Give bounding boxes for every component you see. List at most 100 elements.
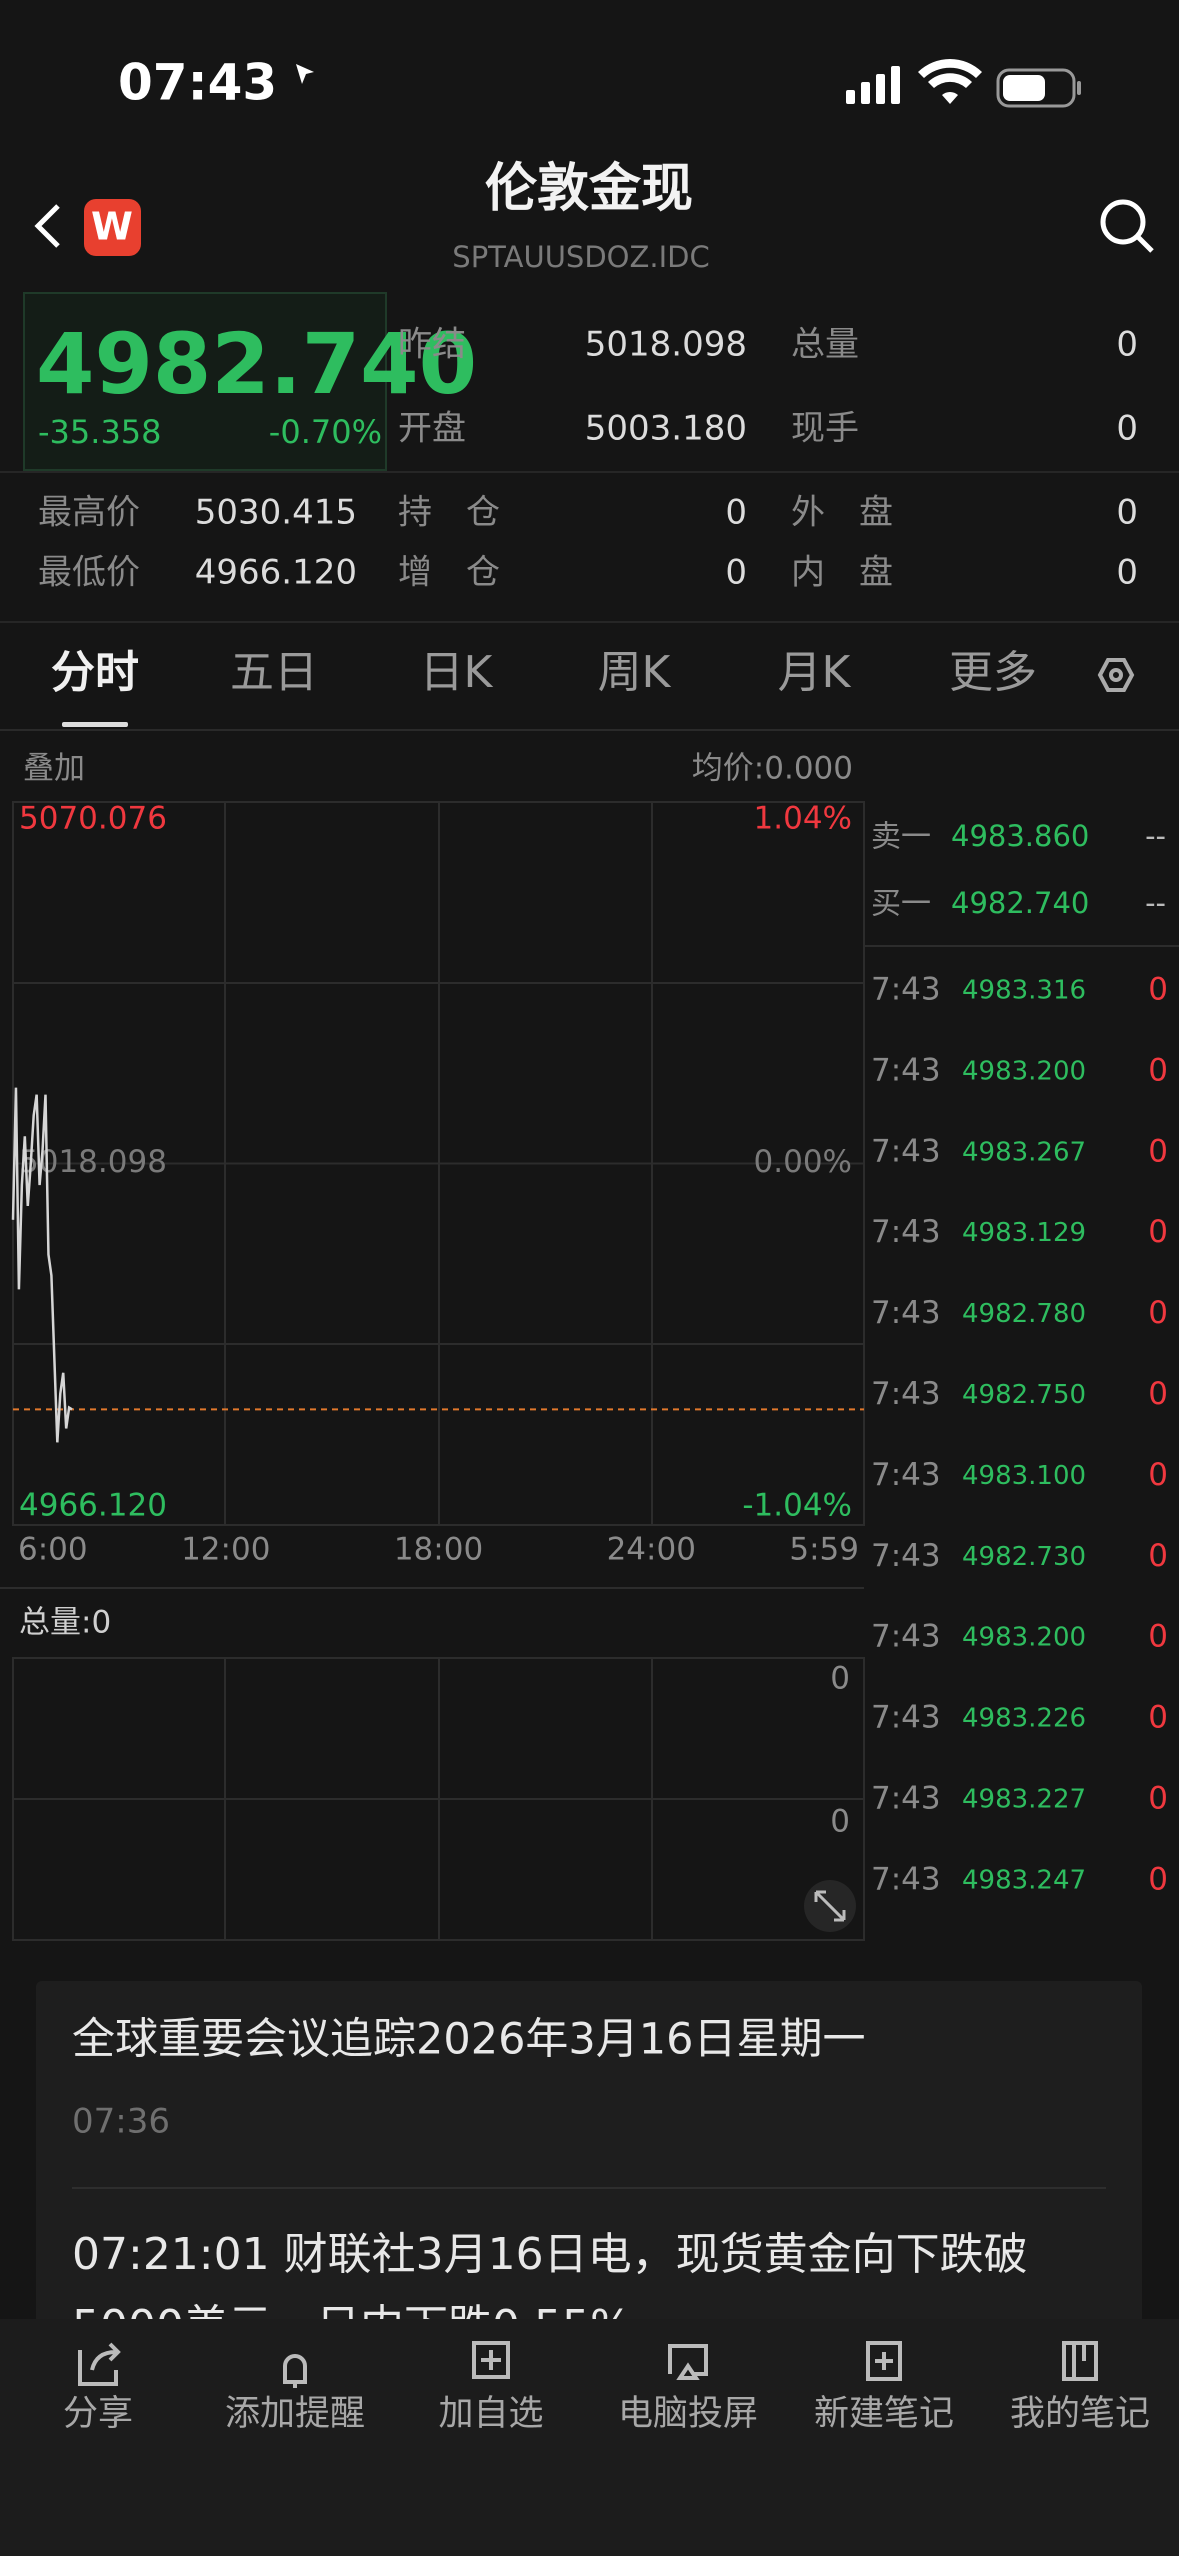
volume-tick-label: 0 <box>830 1661 850 1697</box>
expand-button[interactable] <box>804 1880 856 1932</box>
stat-label: 总量 <box>791 325 859 365</box>
app-logo-text: W <box>91 205 133 249</box>
page-title: 伦敦金现 <box>485 159 693 219</box>
trade-volume: 0 <box>1148 1133 1168 1169</box>
trade-price: 4983.129 <box>962 1218 1086 1248</box>
notes-icon <box>1062 2341 1098 2381</box>
trade-time: 7:43 <box>871 1295 941 1331</box>
toolbar-button[interactable]: 我的笔记 <box>1010 2394 1150 2434</box>
signal-bar <box>861 82 870 104</box>
tab[interactable]: 五日 <box>230 647 318 698</box>
stat-label: 昨结 <box>398 325 466 365</box>
tab[interactable]: 更多 <box>949 647 1037 698</box>
share-icon <box>78 2342 121 2386</box>
news-time: 07:36 <box>72 2102 170 2142</box>
trade-price: 4982.730 <box>962 1542 1086 1572</box>
tab[interactable]: 月K <box>778 647 852 698</box>
stat-label: 最低价 <box>38 553 140 593</box>
trade-time: 7:43 <box>871 1052 941 1088</box>
trade-volume: 0 <box>1148 1861 1168 1897</box>
trade-price: 4983.247 <box>962 1865 1086 1895</box>
trade-volume: 0 <box>1148 1781 1168 1817</box>
avg-price: 均价:0.000 <box>692 751 853 787</box>
stat-value: 0 <box>1116 493 1138 533</box>
screen-icon <box>668 2344 708 2380</box>
stat-value: 0 <box>1116 325 1138 365</box>
trade-price: 4983.100 <box>962 1461 1086 1491</box>
signal-bar <box>846 90 855 104</box>
settings-button[interactable] <box>1097 658 1135 692</box>
price-line <box>11 1087 73 1443</box>
bell-icon <box>283 2354 307 2388</box>
add-icon <box>472 2341 510 2379</box>
toolbar-button[interactable]: 电脑投屏 <box>618 2394 758 2434</box>
stat-value: 5003.180 <box>585 409 747 449</box>
trade-time: 7:43 <box>871 1133 941 1169</box>
x-tick-label: 12:00 <box>181 1532 270 1568</box>
search-icon <box>1136 235 1154 253</box>
toolbar-button[interactable]: 新建笔记 <box>814 2394 954 2434</box>
news-card[interactable] <box>36 1981 1142 2381</box>
trade-volume: 0 <box>1148 1214 1168 1250</box>
trade-time: 7:43 <box>871 1781 941 1817</box>
stat-value: 0 <box>725 493 747 533</box>
book-volume: -- <box>1145 886 1166 920</box>
toolbar <box>0 2319 1179 2556</box>
trade-price: 4983.267 <box>962 1137 1086 1167</box>
stat-value: 0 <box>1116 409 1138 449</box>
trade-volume: 0 <box>1148 1052 1168 1088</box>
toolbar-icons <box>78 2341 1098 2388</box>
stat-label: 最高价 <box>38 493 140 533</box>
toolbar-button[interactable]: 分享 <box>63 2394 133 2434</box>
tab[interactable]: 周K <box>598 647 672 698</box>
price-change: -35.358 <box>38 413 162 451</box>
search-icon <box>1100 199 1146 245</box>
app-logo <box>84 199 141 256</box>
signal-bar <box>876 74 885 104</box>
location-icon <box>296 64 314 84</box>
news-title: 全球重要会议追踪2026年3月16日星期一 <box>72 2015 866 2065</box>
stat-value: 0 <box>1116 553 1138 593</box>
trade-time: 7:43 <box>871 1214 941 1250</box>
book-price: 4983.860 <box>951 819 1089 853</box>
toolbar-button[interactable]: 添加提醒 <box>225 2394 365 2434</box>
status-icons <box>296 59 1081 108</box>
settings-icon <box>1109 668 1123 682</box>
trade-price: 4983.226 <box>962 1704 1086 1734</box>
stat-label: 开盘 <box>398 409 466 449</box>
tab[interactable]: 分时 <box>51 647 139 698</box>
back-button[interactable] <box>34 204 60 248</box>
x-tick-label: 6:00 <box>18 1532 88 1568</box>
stat-label: 外 盘 <box>791 493 893 533</box>
toolbar-button[interactable]: 加自选 <box>438 2394 543 2434</box>
trade-time: 7:43 <box>871 972 941 1008</box>
y-tick-label: 4966.120 <box>19 1488 167 1524</box>
stat-value: 0 <box>725 553 747 593</box>
trade-price: 4983.316 <box>962 976 1086 1006</box>
y2-tick-label: -1.04% <box>742 1488 852 1524</box>
signal-bar <box>891 66 900 104</box>
trade-price: 4982.750 <box>962 1380 1086 1410</box>
tab-indicator <box>62 722 128 727</box>
stat-label: 内 盘 <box>791 553 893 593</box>
overlay-toggle[interactable]: 叠加 <box>23 751 85 787</box>
stat-label: 现手 <box>791 409 859 449</box>
trade-volume: 0 <box>1148 972 1168 1008</box>
y-tick-label: 5070.076 <box>19 801 167 837</box>
trade-volume: 0 <box>1148 1376 1168 1412</box>
search-button[interactable] <box>1100 199 1154 253</box>
trade-price: 4982.780 <box>962 1299 1086 1329</box>
note-icon <box>875 2352 893 2370</box>
price-change-pct: -0.70% <box>269 413 382 451</box>
stat-value: 5030.415 <box>195 493 357 533</box>
y2-tick-label: 1.04% <box>754 801 852 837</box>
last-price: 4982.740 <box>36 315 477 413</box>
stat-label: 增 仓 <box>398 553 500 593</box>
volume-tick-label: 0 <box>830 1804 850 1840</box>
toolbar-labels: 分享 添加提醒 加自选 电脑投屏 新建笔记 我的笔记 <box>63 2394 1150 2434</box>
book-label: 卖一 <box>871 820 931 855</box>
status-time: 07:43 <box>118 54 277 112</box>
trade-volume: 0 <box>1148 1700 1168 1736</box>
tab[interactable]: 日K <box>420 647 494 698</box>
